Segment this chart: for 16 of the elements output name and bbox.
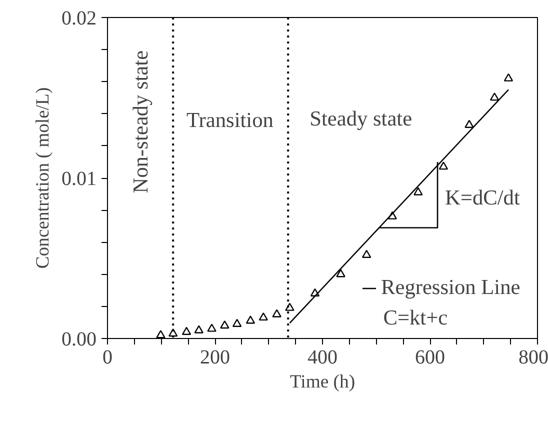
x-tick-label: 0	[102, 346, 112, 368]
annotation: K=dC/dt	[445, 185, 520, 210]
y-tick-label: 0.02	[62, 8, 96, 30]
x-tick-label: 400	[308, 346, 338, 368]
x-tick-label: 800	[518, 346, 548, 368]
y-axis-title: Concentration ( mole/L)	[32, 87, 54, 269]
x-tick-label: 200	[200, 346, 230, 368]
annotation: C=kt+c	[383, 306, 448, 330]
y-tick-label: 0.01	[62, 168, 96, 190]
annotation: Steady state	[310, 106, 412, 131]
annotation: Non-steady state	[128, 50, 152, 194]
annotation: Transition	[186, 108, 274, 132]
y-tick-label: 0.00	[62, 328, 96, 350]
x-tick-label: 600	[415, 346, 445, 368]
legend-label: Regression Line	[381, 275, 520, 300]
x-axis-title: Time (h)	[290, 372, 356, 392]
